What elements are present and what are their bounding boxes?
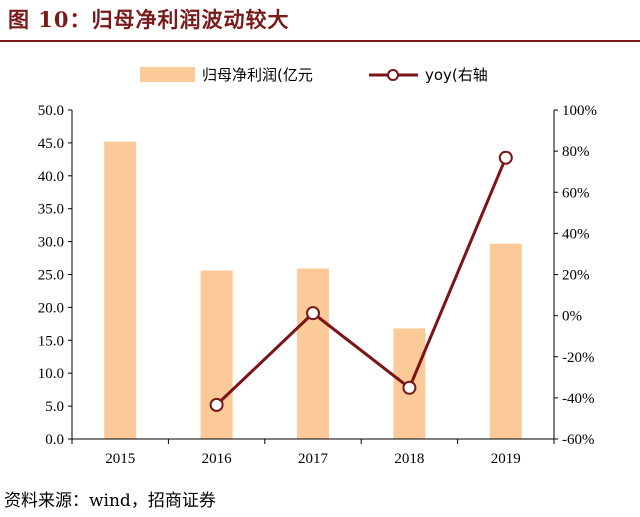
x-tick-label: 2016 [202, 451, 233, 467]
left-tick-label: 20.0 [38, 300, 64, 316]
x-tick-label: 2017 [298, 451, 329, 467]
left-tick-label: 35.0 [38, 202, 64, 218]
source-note: 资料来源：wind，招商证券 [4, 491, 216, 511]
right-tick-label: 0% [562, 309, 582, 325]
right-tick-label: -20% [562, 350, 595, 366]
legend: 归母净利润(亿元 yoy(右轴 [140, 66, 488, 84]
legend-swatch-bar [140, 67, 195, 82]
tick-labels: 0.0 5.0 10.0 15.0 20.0 25.0 30.0 35.0 40.0 45.0 50… [38, 103, 597, 467]
figure-title: 图 10：归母净利润波动较大 [8, 7, 290, 32]
bar-series [104, 141, 522, 440]
right-tick-label: 60% [562, 185, 590, 201]
legend-label-line: yoy(右轴 [425, 66, 488, 84]
yoy-point-2018 [402, 380, 417, 395]
left-tick-label: 15.0 [38, 333, 64, 349]
left-tick-label: 40.0 [38, 169, 64, 185]
bar-2019 [489, 243, 522, 439]
right-tick-label: 40% [562, 226, 590, 242]
yoy-point-2017 [306, 306, 320, 321]
right-tick-label: -40% [562, 391, 595, 407]
legend-label-bar: 归母净利润(亿元 [202, 66, 313, 84]
bar-2016 [200, 270, 233, 439]
right-tick-label: -60% [562, 432, 595, 448]
right-tick-label: 20% [562, 268, 590, 284]
left-tick-label: 50.0 [38, 103, 64, 119]
yoy-point-2019 [498, 150, 513, 165]
yoy-line-series [209, 150, 513, 412]
left-tick-label: 45.0 [38, 136, 64, 152]
right-tick-label: 100% [562, 103, 597, 119]
x-tick-label: 2019 [491, 451, 521, 467]
left-tick-label: 30.0 [38, 235, 64, 251]
left-tick-label: 10.0 [38, 366, 64, 382]
x-tick-label: 2015 [105, 451, 135, 467]
yoy-line [215, 157, 508, 406]
title-divider [0, 40, 640, 42]
left-tick-label: 25.0 [38, 268, 64, 284]
axes [68, 109, 558, 444]
bar-2015 [104, 141, 137, 440]
x-tick-label: 2018 [394, 451, 424, 467]
left-tick-label: 0.0 [45, 432, 64, 448]
left-tick-label: 5.0 [45, 399, 64, 415]
yoy-point-2016 [209, 397, 224, 412]
legend-swatch-marker [387, 69, 399, 81]
bar-2017 [297, 268, 329, 439]
right-tick-label: 80% [562, 144, 590, 160]
